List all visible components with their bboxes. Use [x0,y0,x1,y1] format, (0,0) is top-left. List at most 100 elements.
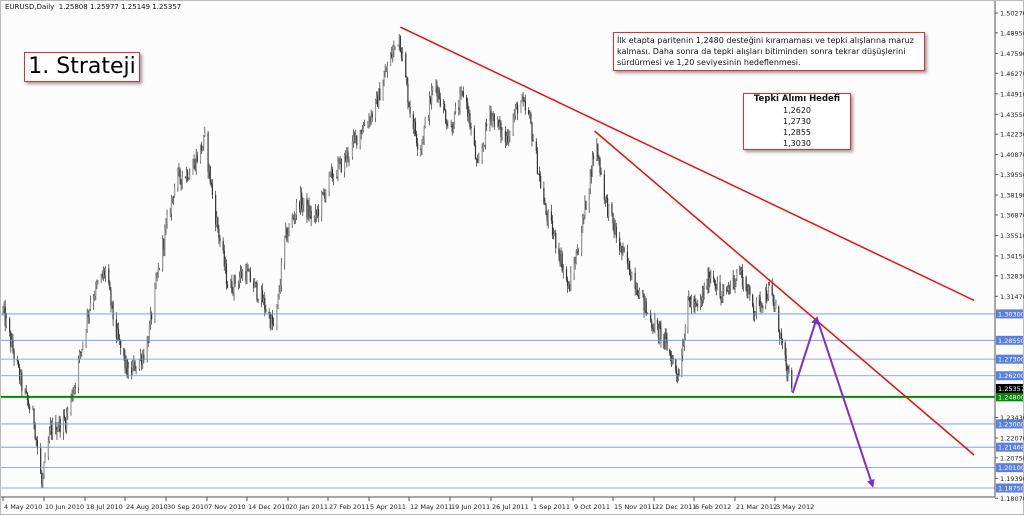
candle-body [458,107,460,110]
candle-body [682,345,685,347]
candle-body [24,390,26,392]
candle-body [401,53,404,58]
candle-body [482,145,484,149]
candle-body [384,70,386,77]
candle-body [216,217,218,225]
candle-body [44,457,46,464]
candle-body [650,312,652,322]
candle-body [346,151,348,161]
candle-body [481,148,483,160]
candle-body [697,305,699,307]
candle-body [263,298,265,302]
symbol-label: EURUSD,Daily [5,3,55,11]
candle-body [719,282,721,297]
candle-body [424,118,426,128]
time-tick-label: 15 Nov 2011 [614,503,656,511]
candle-body [158,268,160,270]
candle-body [139,355,142,360]
candle-body [288,224,290,235]
candle-body [108,268,110,283]
candle-body [66,412,68,429]
candle-body [86,313,88,331]
candle-body [606,198,609,217]
candle-body [545,204,547,214]
candle-body [561,253,563,272]
candle-body [707,271,709,289]
candle-body [11,339,13,347]
candle-body [317,209,320,216]
candle-body [583,215,585,217]
candle-body [536,150,538,174]
ohlc-readout: 1.25808 1.25977 1.25149 1.25357 [58,3,182,11]
candle-body [451,124,453,132]
candle-body [478,159,480,163]
price-tick-label: 1.23430 [1000,414,1024,422]
candle-body [785,355,787,366]
candle-body [779,333,782,338]
candle-body [521,96,523,103]
candle-body [613,223,615,234]
candle-body [644,301,646,311]
candle-body [351,141,353,157]
candle-body [700,298,703,301]
candle-body [574,263,576,265]
candle-body [43,463,45,476]
last-price-label-bg [996,383,1024,393]
candle-body [149,312,152,324]
candle-body [791,370,793,389]
candle-body [753,314,756,316]
candle-body [555,233,557,249]
candle-body [739,272,741,274]
candle-body [224,263,226,267]
candle-body [523,100,525,102]
time-tick-label: 18 Jul 2010 [86,503,123,511]
candle-body [421,141,423,150]
candle-body [682,345,684,356]
candle-body [353,135,356,137]
candle-body [659,324,661,328]
candle-body [592,155,595,159]
candle-body [619,237,621,251]
candle-body [116,329,119,338]
candle-body [123,347,125,356]
candle-body [143,354,145,361]
candle-body [272,323,275,326]
candle-body [544,202,546,205]
candle-body [653,329,655,332]
candle-body [217,217,219,229]
candle-body [10,332,12,347]
candle-body [261,289,264,302]
candle-body [157,268,159,276]
candle-body [722,290,724,296]
candle-body [675,359,677,371]
candle-body [215,195,217,225]
candle-body [483,144,485,146]
candle-body [85,330,87,343]
candle-body [663,334,666,343]
candle-body [646,312,648,314]
candle-body [676,370,678,375]
candle-body [301,192,303,209]
level-label-bg [996,335,1024,345]
level-label: 1.26200 [998,372,1024,380]
candle-body [307,204,309,218]
candle-body [558,248,560,255]
rebound-targets-title: Tepki Alımı Hedefi [753,94,841,104]
candle-body [645,301,647,313]
candle-body [540,176,542,189]
candle-body [500,122,502,137]
price-tick-label: 1.38190 [1000,192,1024,200]
candle-body [537,173,540,175]
candle-body [219,237,221,241]
candle-body [393,46,395,51]
candle-body [788,369,790,371]
candle-body [689,296,691,302]
candle-body [115,319,117,338]
candle-body [196,155,198,162]
candle-body [413,121,415,129]
candle-body [253,281,255,288]
candle-body [497,119,499,128]
candle-body [512,117,514,134]
